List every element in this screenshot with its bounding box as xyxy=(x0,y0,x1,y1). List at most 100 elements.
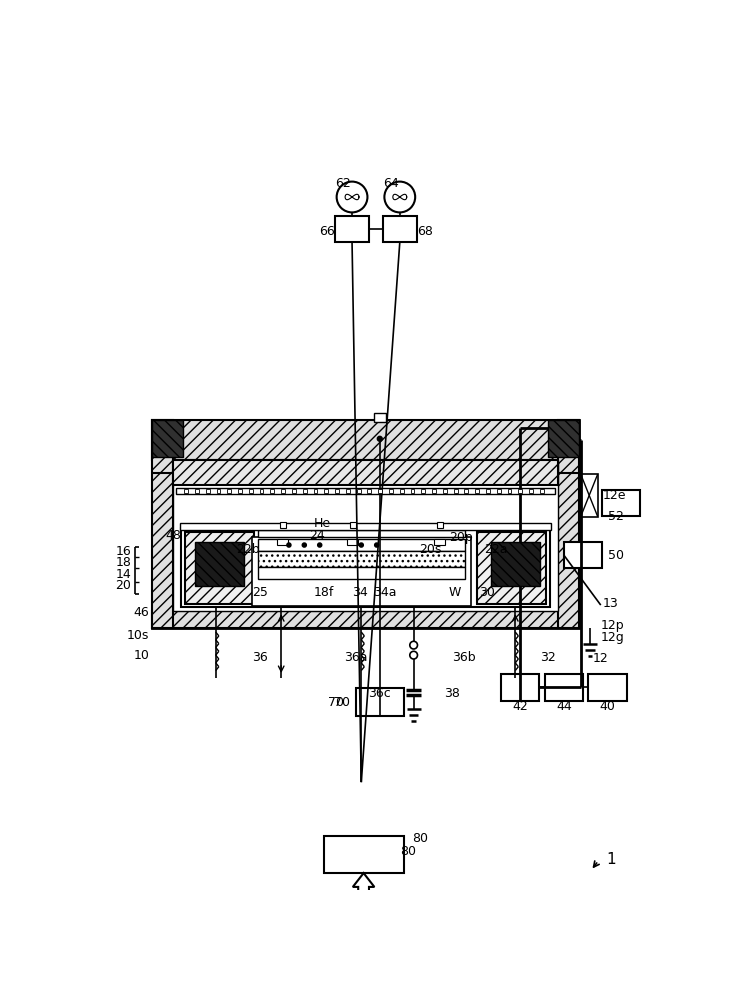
Bar xyxy=(368,489,371,493)
Bar xyxy=(258,539,465,551)
Bar xyxy=(348,539,358,545)
Text: 12: 12 xyxy=(593,652,609,666)
Text: 10s: 10s xyxy=(127,629,150,642)
Text: 12g: 12g xyxy=(601,631,624,644)
Bar xyxy=(173,460,558,485)
Bar xyxy=(258,567,465,579)
Bar xyxy=(227,489,231,493)
Bar xyxy=(152,611,579,628)
Text: 18f: 18f xyxy=(314,586,334,599)
Text: 40: 40 xyxy=(600,700,615,713)
Bar xyxy=(216,489,221,493)
Bar xyxy=(292,489,296,493)
Circle shape xyxy=(303,543,306,547)
Bar xyxy=(356,688,404,716)
Text: 48: 48 xyxy=(165,529,182,542)
Text: 12e: 12e xyxy=(602,489,626,502)
Bar xyxy=(548,420,579,457)
Text: 36: 36 xyxy=(252,651,267,664)
Bar xyxy=(324,489,328,493)
Text: 50: 50 xyxy=(608,549,624,562)
Text: 34: 34 xyxy=(352,586,368,599)
Bar xyxy=(601,490,640,516)
Circle shape xyxy=(318,543,322,547)
Text: 34a: 34a xyxy=(373,586,397,599)
Bar xyxy=(152,420,579,628)
Text: 18: 18 xyxy=(115,556,131,569)
Bar xyxy=(323,836,404,873)
Bar xyxy=(491,542,540,586)
Bar xyxy=(497,489,500,493)
Bar xyxy=(550,499,556,600)
Bar xyxy=(545,674,583,701)
Bar xyxy=(346,489,350,493)
Bar xyxy=(181,528,550,607)
Bar xyxy=(260,489,263,493)
Text: 20: 20 xyxy=(115,579,131,592)
Text: 14: 14 xyxy=(115,568,131,581)
Bar xyxy=(195,542,244,586)
Circle shape xyxy=(375,543,379,547)
Bar xyxy=(152,420,173,628)
Text: He: He xyxy=(314,517,331,530)
Bar xyxy=(421,489,425,493)
Bar xyxy=(432,489,436,493)
Bar xyxy=(258,530,465,537)
Bar xyxy=(152,420,182,457)
Bar xyxy=(581,474,598,517)
Bar xyxy=(175,499,181,600)
Text: 36b: 36b xyxy=(452,651,475,664)
Circle shape xyxy=(359,543,363,547)
Text: 80: 80 xyxy=(400,845,416,858)
Text: 70: 70 xyxy=(328,696,345,709)
Text: 20p: 20p xyxy=(449,531,472,544)
Text: 42: 42 xyxy=(512,700,528,713)
Text: 66: 66 xyxy=(319,225,334,238)
Bar xyxy=(454,489,458,493)
Bar xyxy=(280,522,286,528)
Text: 24: 24 xyxy=(309,529,325,542)
Bar xyxy=(249,489,252,493)
Bar xyxy=(389,489,393,493)
Bar xyxy=(335,489,339,493)
Bar xyxy=(350,522,356,528)
Bar xyxy=(176,488,554,494)
Text: 10: 10 xyxy=(134,649,150,662)
Bar xyxy=(475,489,479,493)
Circle shape xyxy=(410,651,418,659)
Text: 12p: 12p xyxy=(601,619,624,632)
Bar xyxy=(486,489,490,493)
Text: 13: 13 xyxy=(602,597,618,610)
Bar xyxy=(252,537,472,606)
Text: 36c: 36c xyxy=(368,687,390,700)
Text: 22b: 22b xyxy=(236,543,260,556)
Bar xyxy=(179,523,551,530)
Bar xyxy=(379,489,382,493)
Bar xyxy=(518,489,523,493)
Circle shape xyxy=(287,543,291,547)
Bar xyxy=(383,216,417,242)
Circle shape xyxy=(337,182,368,212)
Bar xyxy=(258,551,465,567)
Bar xyxy=(277,539,288,545)
Text: 62: 62 xyxy=(335,177,351,190)
Text: 22a: 22a xyxy=(484,543,508,556)
Text: W: W xyxy=(448,586,461,599)
Bar xyxy=(558,420,579,628)
Text: 80: 80 xyxy=(412,832,428,845)
Circle shape xyxy=(410,641,418,649)
Text: 68: 68 xyxy=(417,225,433,238)
Bar xyxy=(464,489,469,493)
Text: 38: 38 xyxy=(444,687,460,700)
Text: 36a: 36a xyxy=(344,651,368,664)
Bar xyxy=(152,420,579,460)
Text: 44: 44 xyxy=(556,700,572,713)
Bar xyxy=(356,489,361,493)
Bar xyxy=(508,489,511,493)
Polygon shape xyxy=(353,873,374,918)
Bar xyxy=(437,522,443,528)
Bar xyxy=(206,489,210,493)
Bar xyxy=(335,216,369,242)
Circle shape xyxy=(384,182,415,212)
Bar xyxy=(195,489,199,493)
